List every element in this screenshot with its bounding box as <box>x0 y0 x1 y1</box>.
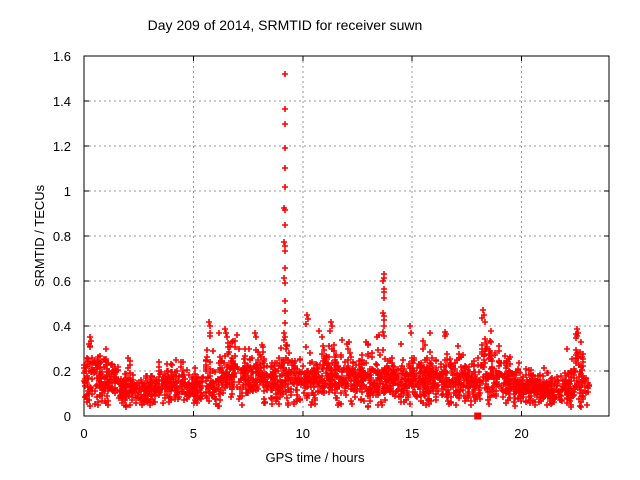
y-tick-label: 1.4 <box>53 94 71 109</box>
y-tick-label: 1 <box>64 184 71 199</box>
y-tick-label: 0 <box>64 409 71 424</box>
x-tick-label: 5 <box>190 426 197 441</box>
scatter-points <box>81 71 592 410</box>
plot-frame <box>83 55 610 417</box>
x-tick-label: 15 <box>405 426 419 441</box>
y-tick-label: 0.4 <box>53 319 71 334</box>
tick-labels: 0 5 10 15 20 0 0.2 0.4 0.6 0.8 1 1.2 1.4 1.6 <box>53 49 529 441</box>
y-tick-label: 0.2 <box>53 364 71 379</box>
y-tick-label: 0.8 <box>53 229 71 244</box>
x-axis-label: GPS time / hours <box>266 450 365 465</box>
x-tick-label: 0 <box>80 426 87 441</box>
grid-lines <box>84 56 609 416</box>
x-tick-label: 10 <box>296 426 310 441</box>
y-tick-label: 1.2 <box>53 139 71 154</box>
square-marker <box>474 412 482 420</box>
data-points <box>81 71 592 420</box>
y-axis-label: SRMTID / TECUs <box>32 184 47 287</box>
chart-title: Day 209 of 2014, SRMTID for receiver suw… <box>148 17 423 33</box>
y-tick-label: 0.6 <box>53 274 71 289</box>
y-tick-label: 1.6 <box>53 49 71 64</box>
x-tick-label: 20 <box>514 426 528 441</box>
